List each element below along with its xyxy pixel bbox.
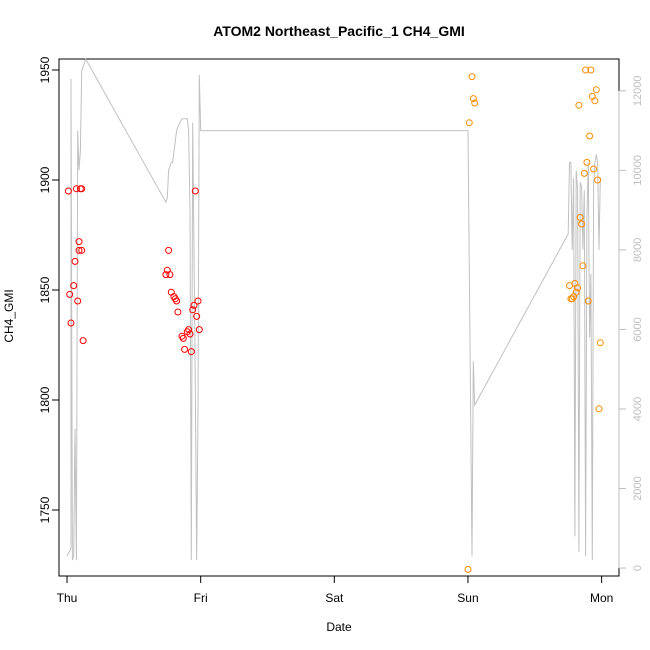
data-point-series-2 xyxy=(465,119,473,127)
data-point-series-2 xyxy=(576,213,584,221)
points-layer xyxy=(64,66,604,573)
data-point-series-2 xyxy=(586,132,594,140)
data-point-series-2 xyxy=(582,66,590,74)
data-point-series-1 xyxy=(72,185,80,193)
data-point-series-2 xyxy=(584,297,592,305)
right-axis-series-line xyxy=(66,57,602,561)
data-point-series-1 xyxy=(75,246,83,254)
data-point-series-1 xyxy=(66,290,74,298)
x-tick-label: Sun xyxy=(457,591,478,605)
data-point-series-1 xyxy=(64,187,72,195)
data-point-series-1 xyxy=(193,312,201,320)
data-point-series-2 xyxy=(464,565,472,573)
y-tick-label: 1750 xyxy=(38,496,52,523)
right-axis-line-layer xyxy=(66,57,602,561)
data-point-series-1 xyxy=(187,348,195,356)
y2-tick-label: 4000 xyxy=(632,397,644,421)
axes-layer: Thu Fri Sat Sun Mon 1750 1800 1850 1900 1950 0 2000… xyxy=(38,56,644,605)
data-point-series-1 xyxy=(173,297,181,305)
data-point-series-1 xyxy=(185,326,193,334)
data-point-series-1 xyxy=(190,301,198,309)
x-axis-label: Date xyxy=(326,620,352,634)
y2-tick-label: 12000 xyxy=(632,76,644,107)
data-point-series-2 xyxy=(596,339,604,347)
data-point-series-1 xyxy=(74,297,82,305)
data-point-series-2 xyxy=(574,284,582,292)
data-point-series-2 xyxy=(579,262,587,270)
y2-tick-label: 2000 xyxy=(632,476,644,500)
data-point-series-1 xyxy=(78,185,86,193)
y-tick-label: 1900 xyxy=(38,166,52,193)
data-point-series-1 xyxy=(194,297,202,305)
data-point-series-1 xyxy=(174,308,182,316)
data-point-series-2 xyxy=(572,288,580,296)
data-point-series-1 xyxy=(166,271,174,279)
data-point-series-2 xyxy=(595,405,603,413)
data-point-series-2 xyxy=(590,165,598,173)
y2-tick-label: 6000 xyxy=(632,317,644,341)
data-point-series-2 xyxy=(594,176,602,184)
data-point-series-1 xyxy=(71,257,79,265)
x-tick-label: Sat xyxy=(325,591,344,605)
x-tick-label: Fri xyxy=(194,591,208,605)
data-point-series-2 xyxy=(578,220,586,228)
y-tick-label: 1800 xyxy=(38,386,52,413)
data-point-series-1 xyxy=(179,334,187,342)
data-point-series-2 xyxy=(583,158,591,166)
data-point-series-1 xyxy=(195,326,203,334)
y2-tick-label: 10000 xyxy=(632,155,644,186)
x-tick-label: Thu xyxy=(57,591,78,605)
y2-tick-label: 8000 xyxy=(632,238,644,262)
data-point-series-2 xyxy=(591,97,599,105)
y2-tick-label: 0 xyxy=(632,565,644,571)
data-point-series-2 xyxy=(571,279,579,287)
x-tick-label: Mon xyxy=(590,591,613,605)
chart-title: ATOM2 Northeast_Pacific_1 CH4_GMI xyxy=(213,23,465,39)
data-point-series-1 xyxy=(165,246,173,254)
data-point-series-1 xyxy=(70,282,78,290)
data-point-series-1 xyxy=(162,271,170,279)
y-tick-label: 1850 xyxy=(38,276,52,303)
data-point-series-1 xyxy=(67,319,75,327)
data-point-series-1 xyxy=(75,238,83,246)
data-point-series-1 xyxy=(79,337,87,345)
data-point-series-2 xyxy=(592,86,600,94)
y-tick-label: 1950 xyxy=(38,56,52,83)
y-axis-label: CH4_GMI xyxy=(2,289,16,342)
data-point-series-1 xyxy=(186,330,194,338)
data-point-series-2 xyxy=(471,99,479,107)
data-point-series-1 xyxy=(181,345,189,353)
data-point-series-2 xyxy=(587,66,595,74)
data-point-series-1 xyxy=(191,187,199,195)
data-point-series-2 xyxy=(468,73,476,81)
plot-frame xyxy=(58,58,620,577)
data-point-series-1 xyxy=(189,306,197,314)
data-point-series-2 xyxy=(469,95,477,103)
data-point-series-2 xyxy=(580,169,588,177)
data-point-series-2 xyxy=(575,101,583,109)
data-point-series-1 xyxy=(78,246,86,254)
